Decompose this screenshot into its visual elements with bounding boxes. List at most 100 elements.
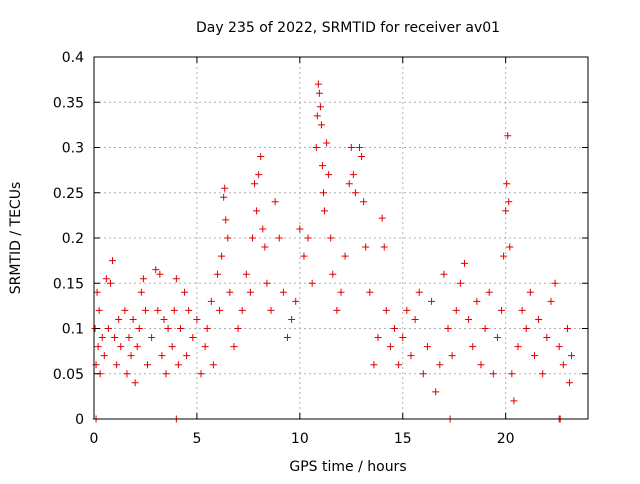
data-point (164, 325, 172, 332)
data-point (518, 306, 526, 314)
data-point (351, 189, 359, 197)
data-point (148, 334, 156, 342)
data-point (327, 234, 335, 242)
data-point (358, 153, 366, 161)
data-point (321, 207, 329, 215)
data-point (318, 162, 326, 170)
data-point (197, 370, 205, 378)
data-point (329, 270, 337, 278)
data-point (559, 361, 567, 369)
data-point (220, 193, 228, 201)
data-point (456, 279, 464, 287)
data-point (448, 352, 456, 360)
data-point (313, 112, 321, 120)
data-point (246, 288, 254, 296)
data-point (415, 288, 423, 296)
data-point (337, 288, 345, 296)
data-point (551, 279, 559, 287)
data-point (395, 361, 403, 369)
data-point (131, 379, 139, 387)
data-point (253, 207, 261, 215)
data-point (547, 297, 555, 305)
data-point (391, 325, 399, 332)
x-tick-label: 10 (291, 431, 309, 447)
data-point (207, 297, 215, 305)
data-point (510, 397, 518, 405)
data-point (109, 257, 117, 265)
data-point (224, 234, 232, 242)
data-point (500, 252, 508, 260)
data-point (283, 334, 291, 342)
data-point (374, 334, 382, 342)
x-tick-label: 5 (192, 431, 201, 447)
data-point (263, 279, 271, 287)
data-point (356, 144, 364, 151)
y-axis-title: SRMTID / TECUs (8, 182, 24, 295)
data-point (234, 325, 242, 332)
data-point (135, 325, 143, 332)
data-point (221, 184, 229, 192)
data-point (201, 343, 209, 351)
data-point (111, 334, 119, 342)
data-point (230, 343, 238, 351)
data-point (93, 288, 101, 296)
data-point (238, 306, 246, 314)
data-point (508, 370, 516, 378)
data-point (121, 306, 129, 314)
data-point (461, 259, 468, 267)
data-point (152, 266, 160, 274)
data-point (380, 243, 388, 251)
data-point (493, 334, 501, 342)
data-point (94, 343, 102, 351)
data-point (465, 315, 473, 323)
data-point (522, 325, 530, 332)
data-point (436, 361, 444, 369)
data-point (267, 306, 275, 314)
data-point (312, 144, 320, 151)
y-tick-label: 0.4 (62, 50, 84, 66)
data-point (209, 361, 217, 369)
data-point (193, 315, 201, 323)
data-point (158, 352, 166, 360)
data-point (411, 315, 419, 323)
data-point (100, 352, 108, 360)
y-tick-label: 0 (75, 412, 84, 428)
data-point (216, 306, 224, 314)
data-point (477, 361, 485, 369)
data-point (308, 279, 316, 287)
data-point (222, 216, 230, 224)
data-point (129, 315, 137, 323)
data-point (189, 334, 197, 342)
data-point (248, 234, 256, 242)
data-point (423, 343, 431, 351)
data-point (115, 315, 123, 323)
data-point (139, 275, 147, 283)
chart-title: Day 235 of 2022, SRMTID for receiver av0… (196, 20, 500, 36)
data-point (98, 334, 106, 342)
data-point (133, 343, 141, 351)
x-tick-label: 20 (497, 431, 515, 447)
data-point (125, 334, 133, 342)
data-point (95, 306, 103, 314)
data-point (444, 325, 452, 332)
data-point (156, 270, 164, 278)
data-point (168, 343, 176, 351)
data-point (315, 89, 323, 97)
data-point (506, 243, 514, 251)
x-axis-title: GPS time / hours (289, 459, 406, 475)
data-point (563, 325, 571, 332)
data-point (304, 234, 312, 242)
data-point (333, 306, 341, 314)
data-point (172, 275, 180, 283)
data-point (360, 198, 368, 206)
data-point (261, 243, 269, 251)
data-point (349, 171, 357, 179)
y-tick-label: 0.15 (53, 276, 84, 292)
y-tick-label: 0.2 (62, 231, 84, 247)
data-point (543, 334, 551, 342)
data-point (214, 270, 221, 278)
data-point (502, 207, 510, 215)
y-tick-label: 0.35 (53, 95, 84, 111)
